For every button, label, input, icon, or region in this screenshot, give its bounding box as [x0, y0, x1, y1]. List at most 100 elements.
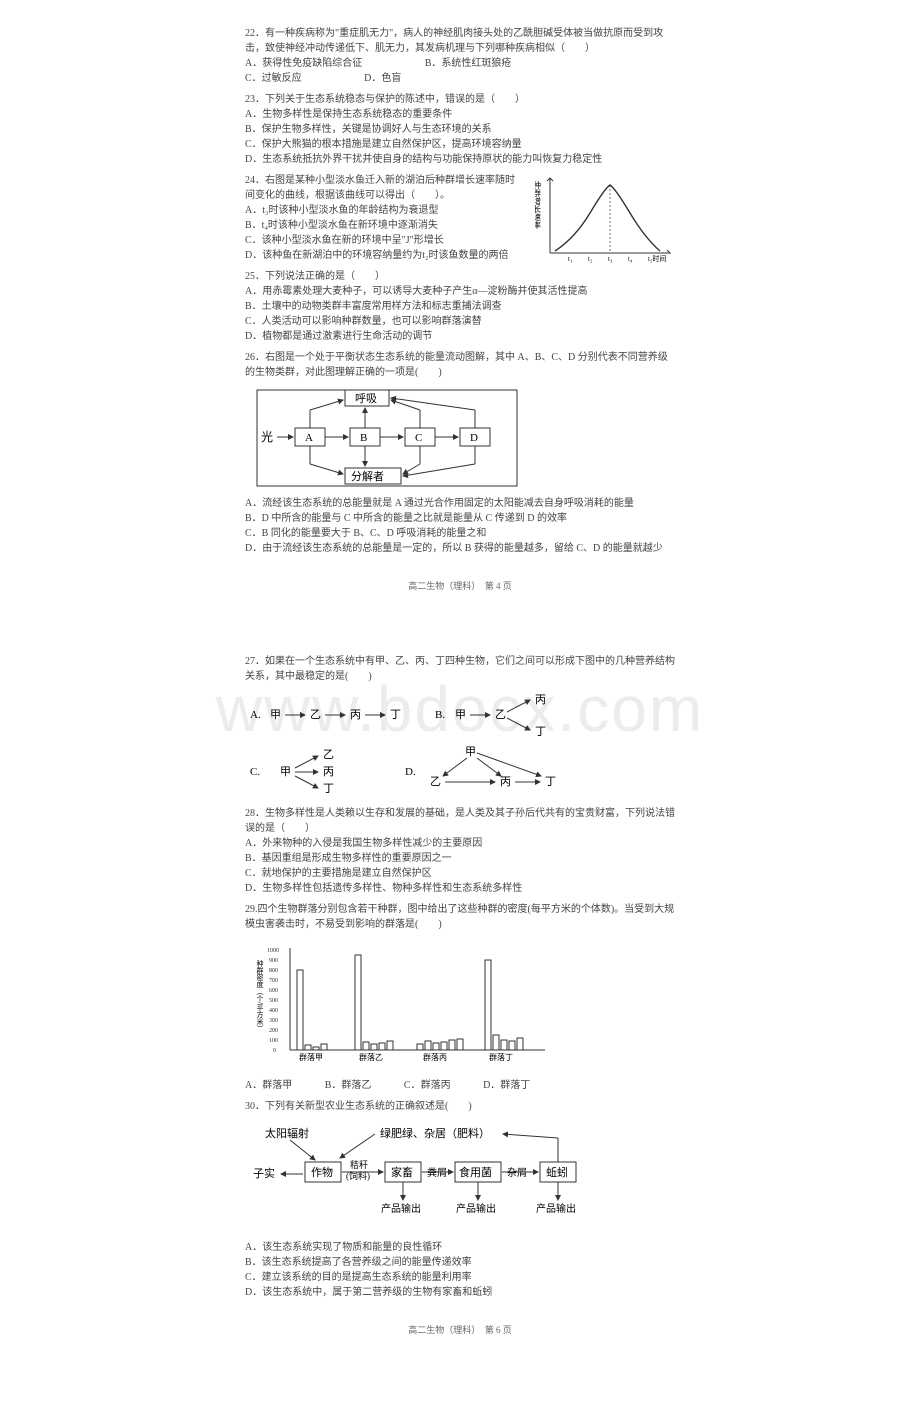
svg-text:200: 200 [269, 1028, 278, 1034]
q29-opt-d: D．群落丁 [483, 1078, 530, 1093]
q28-opt-a: A．外来物种的入侵是我国生物多样性减少的主要原因 [245, 836, 675, 851]
n-crop: 作物 [311, 1165, 333, 1179]
g3-label: 群落丙 [423, 1052, 447, 1062]
q22-opt-c: C．过敏反应 [245, 71, 302, 86]
q28-stem: 28．生物多样性是人类赖以生存和发展的基础，是人类及其子孙后代共有的宝贵财富，下… [245, 806, 675, 836]
svg-text:1000: 1000 [267, 948, 279, 954]
q26-opt-b: B．D 中所含的能量与 C 中所含的能量之比就是能量从 C 传递到 D 的效率 [245, 511, 675, 526]
svg-text:丁: 丁 [390, 709, 401, 721]
q30-opt-a: A．该生态系统实现了物质和能量的良性循环 [245, 1240, 675, 1255]
opt-a-label: A. [250, 709, 261, 721]
q23-opt-d: D．生态系统抵抗外界干扰并使自身的结构与功能保持原状的能力叫恢复力稳定性 [245, 152, 675, 167]
q23-opt-b: B．保护生物多样性，关键是协调好人与生态环境的关系 [245, 122, 675, 137]
q29-opt-c: C．群落丙 [404, 1078, 451, 1093]
svg-text:丙: 丙 [323, 766, 334, 778]
n-manure: 绿肥绿、杂居（肥料） [380, 1126, 490, 1140]
page-2: 27．如果在一个生态系统中有甲、乙、丙、丁四种生物，它们之间可以形成下图中的几种… [245, 654, 675, 1338]
svg-text:丙: 丙 [500, 776, 511, 788]
q29-bar-chart: 种群密度（个/平方米） 0100200 300400500 600700800 … [255, 940, 555, 1070]
q28-opt-c: C．就地保护的主要措施是建立自然保护区 [245, 866, 675, 881]
svg-text:甲: 甲 [455, 709, 466, 721]
q27-diagram: A. 甲 乙 丙 丁 B. 甲 乙 丙 丁 C. 甲 乙 丙 丁 [245, 690, 675, 800]
svg-text:400: 400 [269, 1008, 278, 1014]
q23-opt-c: C．保护大熊猫的根本措施是建立自然保护区，提高环境容纳量 [245, 137, 675, 152]
n-worm: 蚯蚓 [546, 1165, 568, 1179]
n-out1: 产品输出 [381, 1202, 421, 1215]
xtick-t1: t₁ [568, 255, 572, 263]
q22-opt-a: A．获得性免疫缺陷综合征 [245, 56, 362, 71]
n-res: 杂屑 [507, 1167, 527, 1179]
n-out2: 产品输出 [456, 1202, 496, 1215]
q24-stem: 24．右图是某种小型淡水鱼迁入新的湖泊后种群增长速率随时间变化的曲线，根据该曲线… [245, 173, 515, 203]
q25-opt-b: B．土壤中的动物类群丰富度常用样方法和标志重捕法调查 [245, 299, 675, 314]
svg-text:300: 300 [269, 1018, 278, 1024]
node-c: C [415, 432, 422, 444]
q24-opt-a: A．t₃时该种小型淡水鱼的年龄结构为衰退型 [245, 203, 515, 218]
q25-opt-a: A．用赤霉素处理大麦种子，可以诱导大麦种子产生α—淀粉酶并使其活性提高 [245, 284, 675, 299]
svg-text:丙: 丙 [535, 694, 546, 706]
q30-flowchart: 太阳辐射 绿肥绿、杂居（肥料） 子实 作物 秸秆 (饲料) 家畜 粪屑 食用菌 … [245, 1122, 625, 1232]
node-decomp: 分解者 [351, 469, 384, 483]
page2-footer: 高二生物（理科） 第 6 页 [245, 1324, 675, 1338]
q27-stem: 27．如果在一个生态系统中有甲、乙、丙、丁四种生物，它们之间可以形成下图中的几种… [245, 654, 675, 684]
q26-opt-a: A．流经该生态系统的总能量就是 A 通过光合作用固定的太阳能减去自身呼吸消耗的能… [245, 496, 675, 511]
svg-text:乙: 乙 [323, 748, 334, 761]
svg-text:700: 700 [269, 978, 278, 984]
node-b: B [360, 432, 367, 444]
svg-text:丙: 丙 [350, 709, 361, 721]
opt-b-label: B. [435, 709, 445, 721]
g2-label: 群落乙 [359, 1052, 383, 1062]
node-resp: 呼吸 [355, 392, 377, 405]
n-mush: 食用菌 [459, 1165, 492, 1179]
q30-stem: 30．下列有关新型农业生态系统的正确叙述是( ) [245, 1099, 675, 1114]
q26-opt-d: D．由于流经该生态系统的总能量是一定的，所以 B 获得的能量越多，留给 C、D … [245, 541, 675, 556]
n-seed: 子实 [253, 1166, 275, 1180]
q22-opt-d: D．色盲 [364, 71, 401, 86]
q24-block: 24．右图是某种小型淡水鱼迁入新的湖泊后种群增长速率随时间变化的曲线，根据该曲线… [245, 173, 675, 263]
q29-opt-b: B．群落乙 [325, 1078, 372, 1093]
opt-c-label: C. [250, 766, 260, 778]
n-animal: 家畜 [391, 1165, 413, 1179]
q22-stem: 22．有一种疾病称为"重症肌无力"，病人的神经肌肉接头处的乙酰胆碱受体被当做抗原… [245, 26, 675, 56]
svg-text:900: 900 [269, 958, 278, 964]
page-1: 22．有一种疾病称为"重症肌无力"，病人的神经肌肉接头处的乙酰胆碱受体被当做抗原… [245, 26, 675, 594]
svg-text:100: 100 [269, 1038, 278, 1044]
q29-ylabel: 种群密度（个/平方米） [256, 959, 264, 1032]
q28-opt-d: D．生物多样性包括遗传多样性、物种多样性和生态系统多样性 [245, 881, 675, 896]
xtick-t5: t₅时间 [648, 254, 666, 263]
svg-text:800: 800 [269, 968, 278, 974]
q26-stem: 26．右图是一个处于平衡状态生态系统的能量流动图解，其中 A、B、C、D 分别代… [245, 350, 675, 380]
q26-flowchart: 呼吸 光 A B C D 分解者 [255, 388, 535, 488]
svg-text:甲: 甲 [270, 709, 281, 721]
q29-opt-a: A．群落甲 [245, 1078, 292, 1093]
xtick-t2: t₂ [588, 255, 593, 263]
q24-opt-c: C．该种小型淡水鱼在新的环境中呈"J"形增长 [245, 233, 515, 248]
svg-text:乙: 乙 [310, 708, 321, 721]
svg-text:丁: 丁 [535, 726, 546, 738]
node-d: D [470, 432, 478, 444]
q28-opt-b: B．基因重组是形成生物多样性的重要原因之一 [245, 851, 675, 866]
node-light: 光 [261, 430, 273, 444]
n-feed1: 秸秆 [350, 1159, 368, 1170]
node-a: A [305, 432, 313, 444]
q25-stem: 25．下列说法正确的是（ ） [245, 269, 675, 284]
q24-opt-d: D．该种鱼在新湖泊中的环境容纳量约为t₂时该鱼数量的两倍 [245, 248, 515, 263]
xtick-t4: t₄ [628, 255, 633, 263]
n-sun: 太阳辐射 [265, 1126, 309, 1140]
svg-text:乙: 乙 [430, 775, 441, 788]
g4-label: 群落丁 [489, 1052, 513, 1062]
q23-opt-a: A．生物多样性是保持生态系统稳态的重要条件 [245, 107, 675, 122]
svg-text:500: 500 [269, 998, 278, 1004]
ylabel: 种群增长速率 [535, 180, 542, 230]
opt-d-label: D. [405, 766, 416, 778]
q24-opt-b: B．t₄时该种小型淡水鱼在新环境中逐渐消失 [245, 218, 515, 233]
svg-text:甲: 甲 [465, 746, 476, 758]
n-out3: 产品输出 [536, 1202, 576, 1215]
q24-curve-chart: t₁ t₂ t₃ t₄ t₅时间 种群增长速率 [535, 173, 675, 263]
svg-text:乙: 乙 [495, 708, 506, 721]
page1-footer: 高二生物（理科） 第 4 页 [245, 580, 675, 594]
q29-stem: 29.四个生物群落分别包含若干种群，图中给出了这些种群的密度(每平方米的个体数)… [245, 902, 675, 932]
q23-stem: 23．下列关于生态系统稳态与保护的陈述中，错误的是（ ） [245, 92, 675, 107]
q25-opt-d: D．植物都是通过激素进行生命活动的调节 [245, 329, 675, 344]
xtick-t3: t₃ [608, 255, 613, 263]
